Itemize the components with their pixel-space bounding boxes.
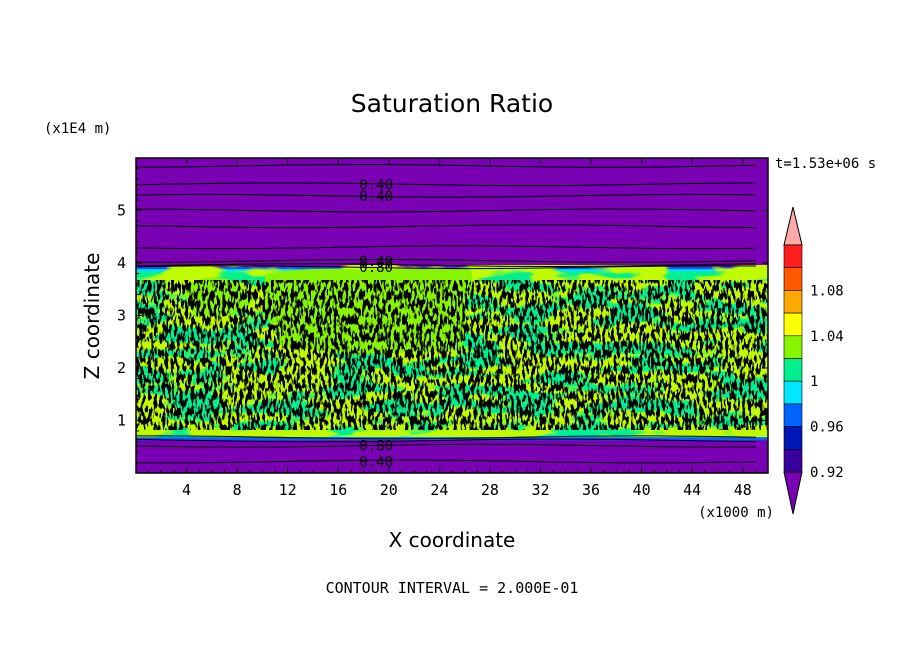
colorbar-segment (783, 380, 803, 405)
contour-line (136, 443, 757, 448)
x-tick-label: 8 (233, 481, 242, 499)
x-tick-label: 4 (182, 481, 191, 499)
contour-line (136, 438, 757, 443)
contour-label: 0.80 (359, 439, 393, 455)
colorbar: 0.92 0.96 1 1.04 1.08 (783, 206, 844, 515)
x-tick-label: 32 (531, 481, 549, 499)
contour-speckle (136, 280, 768, 430)
y-tick-label: 3 (117, 307, 126, 325)
x-tick-label: 12 (279, 481, 297, 499)
colorbar-top-triangle (783, 206, 803, 246)
contour-line (136, 265, 757, 270)
colorbar-segment (783, 403, 803, 427)
colorbar-segment (783, 290, 803, 314)
colorbar-segment (783, 267, 803, 291)
contour-labels: 0.400.400.400.800.800.40 (359, 177, 393, 470)
x-tick-label: 16 (329, 481, 347, 499)
colorbar-segment (783, 244, 803, 269)
colorbar-tick-label: 1 (810, 374, 818, 390)
x-tick-label: 44 (683, 481, 701, 499)
y-tick-label: 2 (117, 359, 126, 377)
contour-label: 0.40 (359, 454, 393, 470)
contour-line (136, 182, 757, 187)
contour-lines (136, 164, 757, 464)
contour-line (136, 263, 757, 267)
y-axis-label: Z coordinate (80, 253, 104, 380)
contour-line (136, 435, 757, 440)
colorbar-segment (783, 448, 803, 473)
contour-line (136, 224, 757, 229)
chart-title: Saturation Ratio (351, 89, 553, 118)
x-tick-label: 40 (633, 481, 651, 499)
contour-label: 0.40 (359, 189, 393, 205)
x-tick-label: 28 (481, 481, 499, 499)
x-tick-label: 36 (582, 481, 600, 499)
x-axis: 4 8 12 16 20 24 28 32 36 40 44 48 (148, 158, 756, 499)
time-label: t=1.53e+06 s (775, 156, 876, 172)
y-tick-label: 4 (117, 254, 126, 272)
contour-label: 0.40 (359, 177, 393, 193)
contour-label: 0.80 (359, 260, 393, 276)
footer-contour-interval: CONTOUR INTERVAL = 2.000E-01 (326, 579, 579, 597)
contour-line (136, 193, 757, 198)
x-tick-label: 24 (430, 481, 448, 499)
region-2 (136, 158, 768, 269)
x-tick-label: 48 (734, 481, 752, 499)
y-tick-label: 1 (117, 412, 126, 430)
colorbar-tick-label: 1.04 (810, 329, 844, 345)
contour-line (136, 259, 757, 263)
y-unit-label: (x1E4 m) (44, 121, 111, 137)
contour-line (136, 245, 757, 250)
saturation-texture (136, 265, 768, 437)
contour-label: 0.40 (359, 254, 393, 270)
colorbar-tick-label: 0.96 (810, 420, 844, 436)
x-unit-label: (x1000 m) (698, 505, 774, 521)
y-axis: 1 2 3 4 5 (117, 168, 768, 463)
colorbar-tick-label: 1.08 (810, 283, 844, 299)
colorbar-segment (783, 312, 803, 337)
colorbar-bottom-triangle (783, 471, 803, 515)
colorbar-segment (783, 335, 803, 359)
region-0 (136, 437, 768, 473)
contour-line (136, 208, 757, 213)
contour-line (136, 164, 757, 168)
x-axis-label: X coordinate (389, 528, 516, 552)
x-tick-label: 20 (380, 481, 398, 499)
plot-area: 0.400.400.400.800.800.40 (136, 158, 768, 473)
contour-line (136, 459, 757, 464)
y-tick-label: 5 (117, 202, 126, 220)
colorbar-tick-label: 0.92 (810, 465, 844, 481)
colorbar-segment (783, 358, 803, 382)
colorbar-segment (783, 426, 803, 450)
